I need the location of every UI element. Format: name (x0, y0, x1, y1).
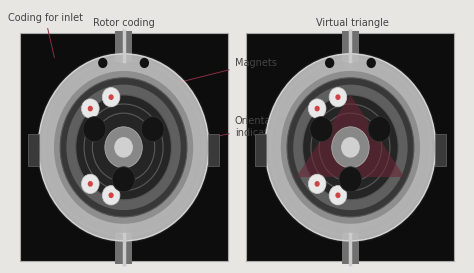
Ellipse shape (114, 137, 133, 158)
Ellipse shape (287, 78, 414, 217)
Ellipse shape (60, 78, 187, 217)
Ellipse shape (329, 87, 347, 107)
Polygon shape (296, 95, 404, 177)
Ellipse shape (140, 58, 149, 68)
Bar (208, 134, 219, 166)
Ellipse shape (366, 58, 376, 68)
Ellipse shape (115, 142, 132, 267)
Ellipse shape (345, 28, 356, 153)
Bar (115, 31, 132, 61)
Ellipse shape (105, 127, 142, 168)
Ellipse shape (112, 167, 135, 192)
Ellipse shape (54, 71, 193, 224)
Ellipse shape (281, 71, 420, 224)
Text: Rotor coding: Rotor coding (93, 18, 155, 28)
Ellipse shape (273, 63, 427, 232)
Bar (342, 31, 359, 61)
Ellipse shape (308, 99, 326, 118)
Ellipse shape (302, 95, 398, 200)
Ellipse shape (82, 174, 99, 194)
Ellipse shape (98, 58, 108, 68)
Ellipse shape (38, 54, 209, 241)
Ellipse shape (57, 75, 190, 220)
Ellipse shape (315, 106, 320, 111)
Ellipse shape (279, 69, 422, 226)
Ellipse shape (46, 62, 201, 233)
Bar (246, 33, 455, 262)
Ellipse shape (335, 94, 340, 100)
Ellipse shape (109, 192, 114, 198)
Ellipse shape (88, 106, 93, 111)
Ellipse shape (339, 167, 362, 192)
Ellipse shape (293, 85, 408, 210)
Ellipse shape (52, 69, 195, 226)
Ellipse shape (102, 186, 120, 205)
Text: Coding for inlet: Coding for inlet (8, 13, 83, 58)
Ellipse shape (335, 192, 340, 198)
Ellipse shape (120, 28, 127, 153)
Ellipse shape (345, 142, 356, 267)
Ellipse shape (66, 85, 181, 210)
Ellipse shape (102, 87, 120, 107)
Ellipse shape (329, 186, 347, 205)
Bar (115, 234, 132, 264)
Ellipse shape (273, 62, 428, 233)
Bar (19, 33, 228, 262)
Text: Magnets: Magnets (166, 58, 276, 85)
Ellipse shape (315, 181, 320, 187)
Ellipse shape (341, 137, 360, 158)
Ellipse shape (47, 63, 201, 232)
Text: Orientation
indicator: Orientation indicator (219, 116, 290, 138)
Ellipse shape (347, 28, 354, 153)
Bar (435, 134, 446, 166)
Ellipse shape (118, 142, 129, 267)
Ellipse shape (264, 52, 438, 243)
Ellipse shape (120, 142, 127, 267)
Bar (28, 134, 39, 166)
Ellipse shape (332, 127, 369, 168)
Ellipse shape (284, 75, 417, 220)
Ellipse shape (88, 181, 93, 187)
Ellipse shape (265, 54, 436, 241)
Ellipse shape (342, 28, 359, 153)
Text: Virtual triangle: Virtual triangle (316, 18, 389, 28)
Ellipse shape (310, 117, 333, 142)
Ellipse shape (141, 117, 164, 142)
Bar (342, 234, 359, 264)
Bar (255, 134, 266, 166)
Ellipse shape (115, 28, 132, 153)
Ellipse shape (308, 174, 326, 194)
Ellipse shape (109, 94, 114, 100)
Ellipse shape (342, 142, 359, 267)
Ellipse shape (36, 52, 210, 243)
Ellipse shape (42, 58, 205, 237)
Ellipse shape (118, 28, 129, 153)
Ellipse shape (76, 95, 172, 200)
Ellipse shape (269, 58, 432, 237)
Ellipse shape (83, 117, 106, 142)
Ellipse shape (347, 142, 354, 267)
Ellipse shape (368, 117, 391, 142)
Ellipse shape (325, 58, 334, 68)
Ellipse shape (82, 99, 99, 118)
